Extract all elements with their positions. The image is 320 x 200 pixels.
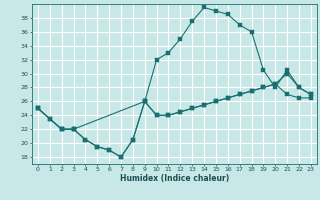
X-axis label: Humidex (Indice chaleur): Humidex (Indice chaleur)	[120, 174, 229, 183]
